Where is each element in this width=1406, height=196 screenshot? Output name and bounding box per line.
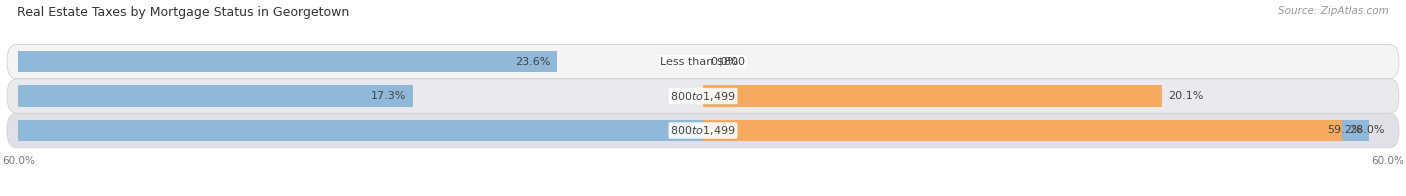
- Text: 23.6%: 23.6%: [515, 57, 550, 67]
- Text: 0.0%: 0.0%: [710, 57, 738, 67]
- Text: 28.0%: 28.0%: [1348, 125, 1385, 135]
- Bar: [18, 85, 413, 107]
- Text: Less than $800: Less than $800: [661, 57, 745, 67]
- Text: $800 to $1,499: $800 to $1,499: [671, 124, 735, 137]
- Text: 59.2%: 59.2%: [1327, 125, 1362, 135]
- FancyBboxPatch shape: [7, 113, 1399, 148]
- Bar: [703, 85, 1161, 107]
- Text: Source: ZipAtlas.com: Source: ZipAtlas.com: [1278, 6, 1389, 16]
- FancyBboxPatch shape: [7, 79, 1399, 113]
- Text: 20.1%: 20.1%: [1168, 91, 1204, 101]
- Text: 17.3%: 17.3%: [371, 91, 406, 101]
- Text: $800 to $1,499: $800 to $1,499: [671, 90, 735, 103]
- Bar: [18, 120, 1369, 141]
- Bar: [18, 51, 557, 72]
- FancyBboxPatch shape: [7, 44, 1399, 79]
- Bar: [703, 120, 1341, 141]
- Text: Real Estate Taxes by Mortgage Status in Georgetown: Real Estate Taxes by Mortgage Status in …: [17, 6, 349, 19]
